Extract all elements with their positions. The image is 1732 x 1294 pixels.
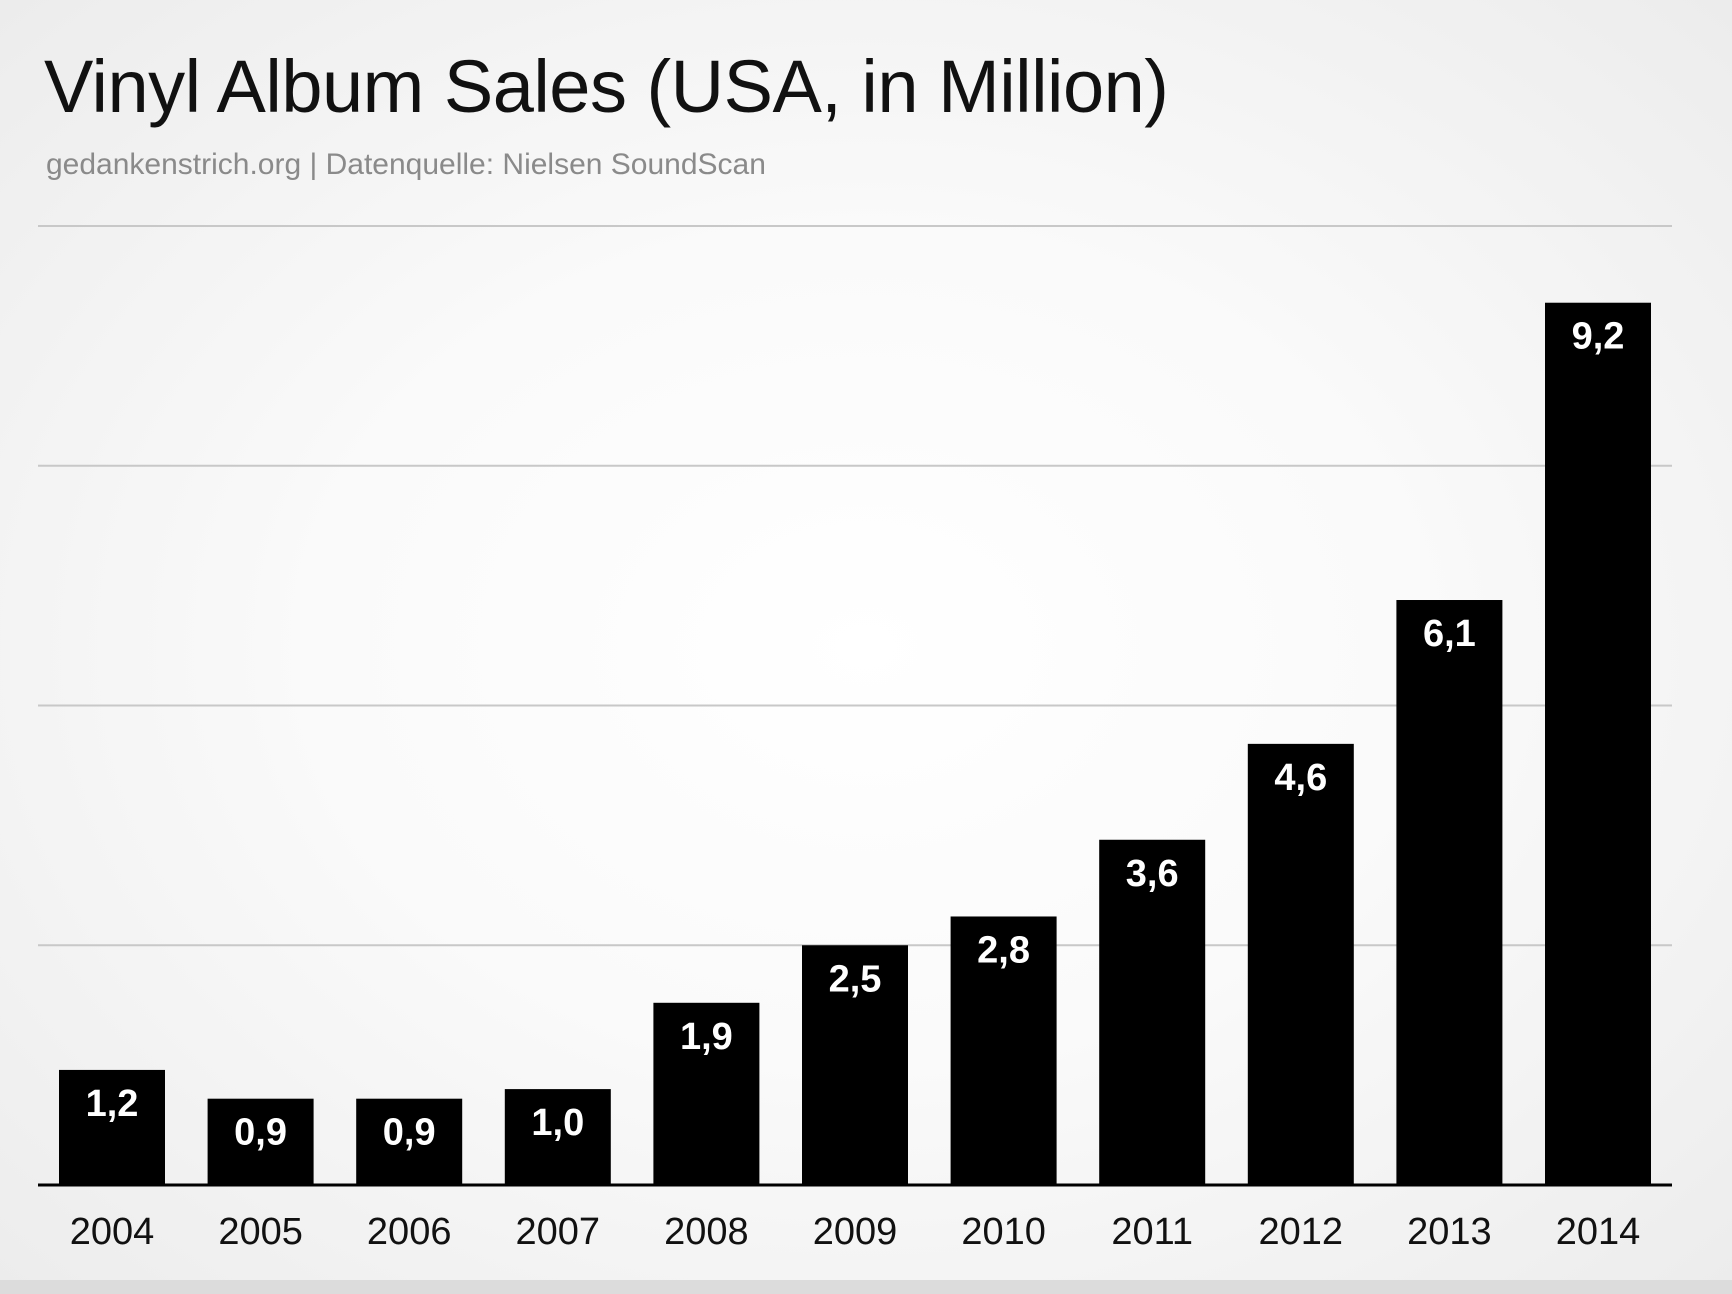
- x-tick-label: 2005: [218, 1211, 303, 1253]
- bar-2004: [59, 1069, 165, 1185]
- bar-2013: [1396, 600, 1503, 1185]
- bar-2012: [1247, 743, 1354, 1185]
- chart-subtitle: gedankenstrich.org | Datenquelle: Nielse…: [46, 148, 766, 181]
- bar-2014: [1545, 302, 1651, 1186]
- bottom-edge: [0, 1280, 1732, 1294]
- x-tick-label: 2009: [813, 1211, 898, 1253]
- bar-value-label: 4,6: [1274, 757, 1327, 799]
- bar-2010: [950, 916, 1057, 1185]
- bar-value-label: 6,1: [1423, 613, 1476, 655]
- x-tick-label: 2014: [1556, 1211, 1641, 1253]
- bar-value-label: 1,0: [531, 1102, 584, 1144]
- x-tick-label: 2010: [961, 1211, 1046, 1253]
- bars: [59, 302, 1651, 1186]
- x-tick-label: 2006: [367, 1211, 452, 1253]
- x-tick-label: 2007: [516, 1211, 601, 1253]
- bar-2008: [653, 1002, 760, 1185]
- bar-2011: [1099, 839, 1206, 1185]
- x-tick-label: 2004: [70, 1211, 155, 1253]
- bar-2007: [504, 1089, 611, 1185]
- bar-value-label: 2,8: [977, 929, 1030, 971]
- bar-value-label: 2,5: [829, 958, 882, 1000]
- bar-value-labels: 1,2 0,9 0,9 1,0 1,9 2,5 2,8 3,6 4,6 6,1 9,2: [86, 316, 1625, 1154]
- bar-value-label: 1,9: [680, 1016, 733, 1058]
- bar-value-label: 0,9: [234, 1112, 287, 1154]
- bar-2005: [207, 1098, 314, 1185]
- bar-value-label: 1,2: [86, 1083, 139, 1125]
- bar-value-label: 3,6: [1126, 853, 1179, 895]
- bar-2009: [802, 945, 908, 1185]
- chart-title: Vinyl Album Sales (USA, in Million): [44, 45, 1169, 128]
- x-tick-label: 2013: [1407, 1211, 1492, 1253]
- bar-2006: [356, 1098, 463, 1185]
- bar-value-label: 9,2: [1572, 316, 1625, 358]
- bar-value-label: 0,9: [383, 1112, 436, 1154]
- x-tick-label: 2012: [1259, 1211, 1344, 1253]
- x-tick-label: 2008: [664, 1211, 749, 1253]
- x-tick-labels: 2004 2005 2006 2007 2008 2009 2010 2011 2012 2013…: [70, 1211, 1641, 1253]
- x-tick-label: 2011: [1111, 1211, 1193, 1253]
